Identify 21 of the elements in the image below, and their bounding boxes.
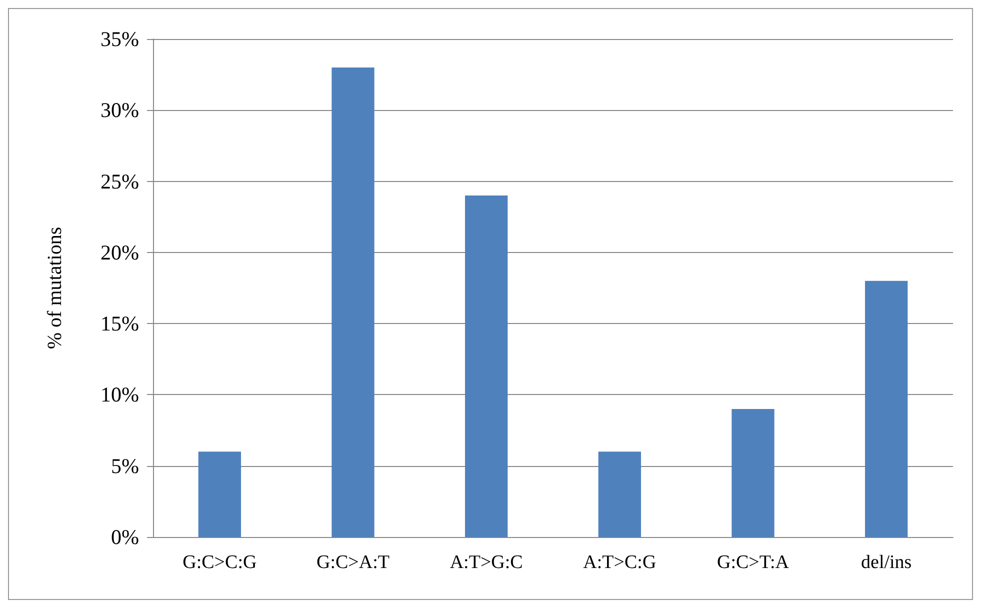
y-tick-label: 20% [100, 240, 139, 264]
x-tick-label: G:C>T:A [716, 552, 790, 573]
bar [865, 280, 908, 537]
bar [598, 452, 641, 537]
y-tick-label: 25% [100, 169, 139, 194]
y-tick-label: 10% [100, 382, 139, 407]
y-tick-label: 30% [100, 98, 139, 122]
y-axis-title: % of mutations [44, 226, 66, 350]
x-tick-label: G:C>A:T [316, 552, 390, 573]
y-tick-label: 0% [111, 525, 139, 549]
y-tick-label: 5% [111, 454, 139, 478]
x-tick-label: A:T>G:C [450, 552, 523, 573]
bar [332, 67, 374, 537]
bar [198, 452, 241, 537]
x-tick-label: A:T>C:G [583, 552, 656, 573]
x-tick-label: del/ins [860, 552, 912, 573]
x-tick-label: G:C>C:G [182, 552, 257, 573]
y-tick-label: 35% [100, 27, 139, 51]
y-tick-label: 15% [100, 312, 139, 336]
bar [732, 408, 774, 537]
bar [465, 196, 508, 537]
